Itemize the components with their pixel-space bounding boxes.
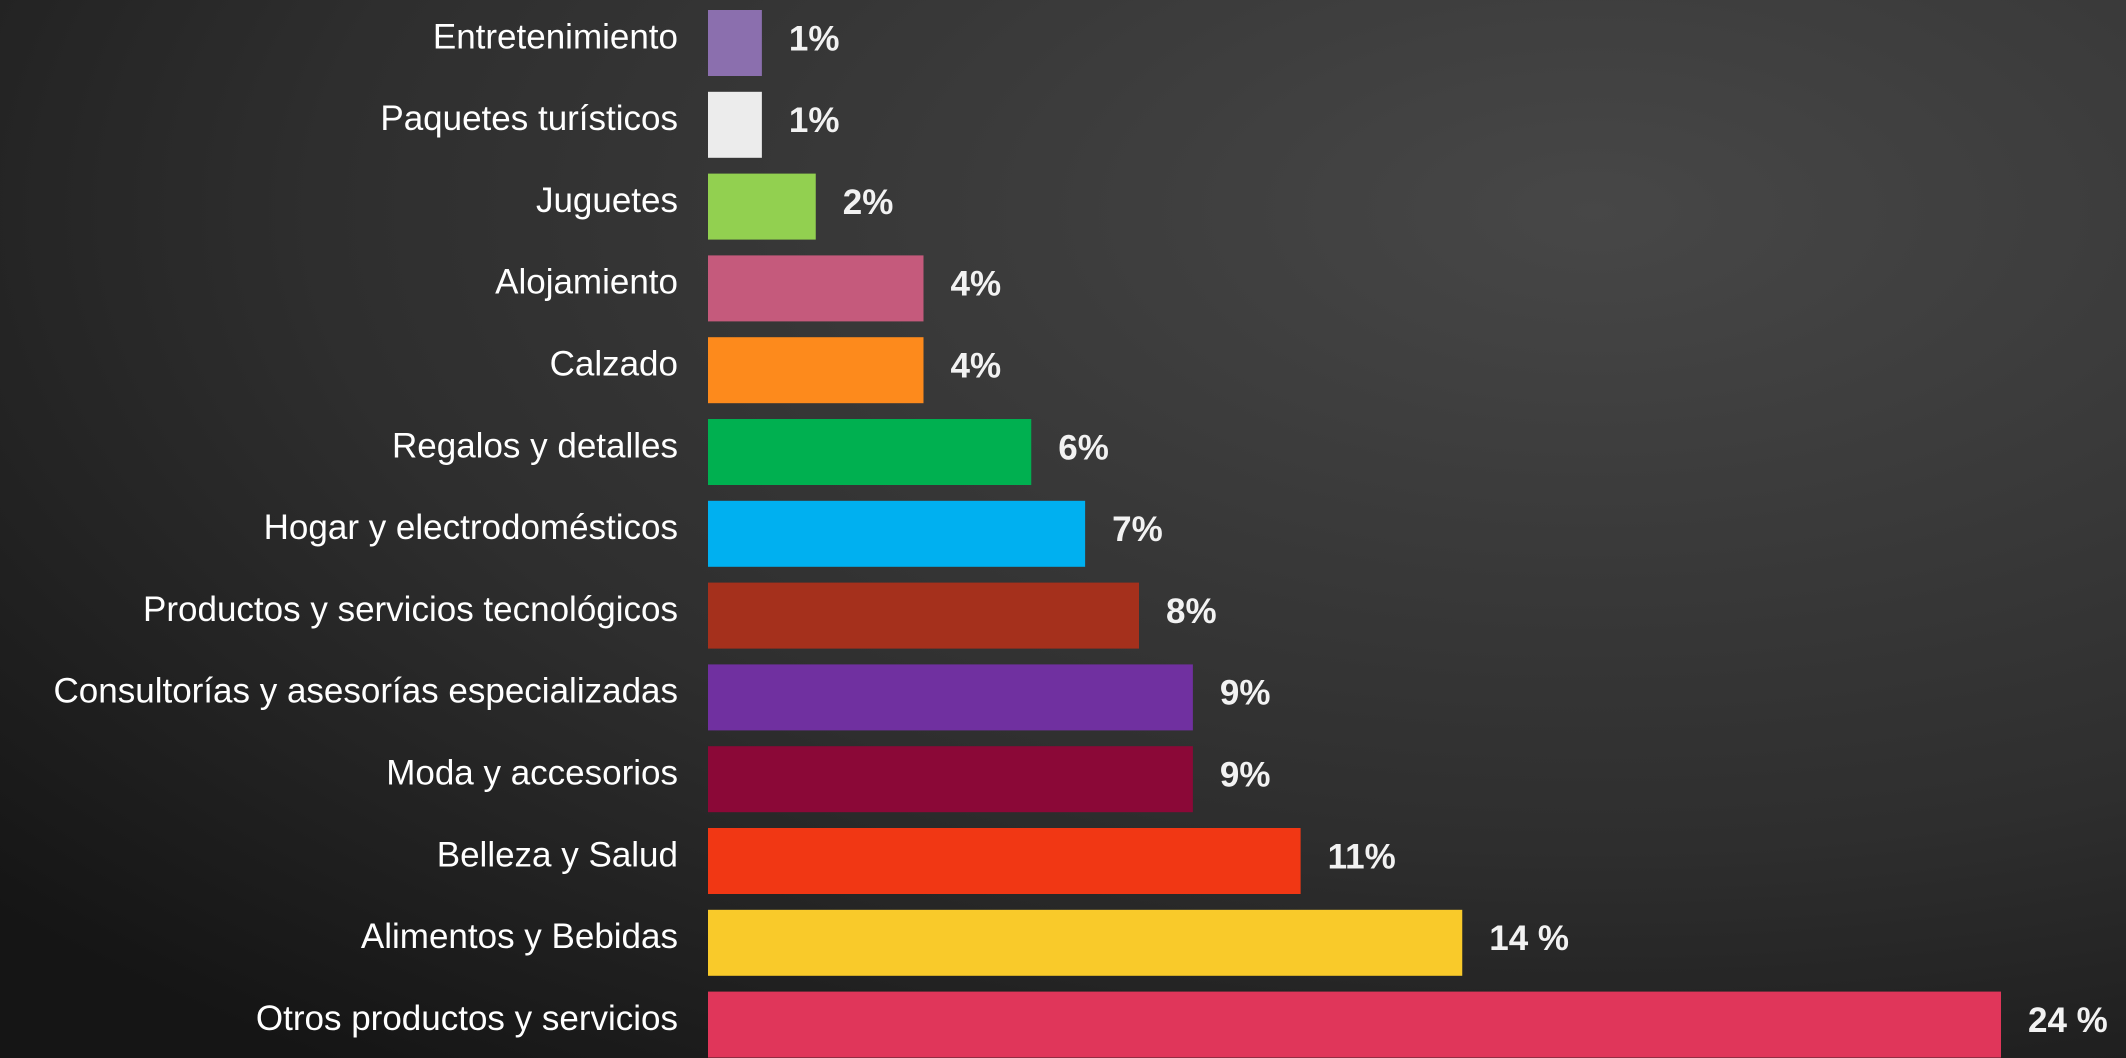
- bar: [708, 582, 1139, 649]
- category-label: Juguetes: [536, 181, 678, 220]
- value-label: 14 %: [1489, 919, 1569, 958]
- value-label: 8%: [1166, 592, 1217, 631]
- value-label: 7%: [1112, 510, 1163, 549]
- category-label: Moda y accesorios: [386, 753, 678, 792]
- bar: [708, 991, 2001, 1058]
- category-label: Entretenimiento: [433, 17, 678, 56]
- category-label: Alimentos y Bebidas: [361, 917, 678, 956]
- category-label: Hogar y electrodomésticos: [264, 508, 678, 547]
- value-label: 1%: [789, 19, 840, 58]
- value-label: 4%: [951, 346, 1002, 385]
- bar: [708, 664, 1193, 731]
- category-label: Productos y servicios tecnológicos: [143, 590, 678, 629]
- category-label: Alojamiento: [495, 263, 678, 302]
- bar: [708, 828, 1301, 894]
- bar: [708, 419, 1032, 485]
- bar: [708, 255, 924, 322]
- bar: [708, 91, 762, 158]
- value-label: 9%: [1220, 674, 1271, 713]
- value-label: 9%: [1220, 755, 1271, 794]
- bar: [708, 746, 1193, 813]
- category-label: Belleza y Salud: [437, 835, 678, 874]
- value-label: 1%: [789, 101, 840, 140]
- category-label: Calzado: [550, 344, 678, 383]
- bar: [708, 500, 1086, 567]
- value-label: 6%: [1058, 428, 1109, 467]
- bar: [708, 909, 1463, 976]
- category-label: Consultorías y asesorías especializadas: [54, 672, 678, 711]
- value-label: 2%: [843, 183, 894, 222]
- value-label: 24 %: [2028, 1001, 2108, 1040]
- category-label: Regalos y detalles: [392, 426, 678, 465]
- category-label: Otros productos y servicios: [256, 999, 678, 1038]
- bar: [708, 337, 924, 404]
- bar: [708, 10, 762, 76]
- bar: [708, 173, 816, 240]
- value-label: 11%: [1328, 837, 1396, 876]
- category-label: Paquetes turísticos: [380, 99, 678, 138]
- value-label: 4%: [951, 265, 1002, 304]
